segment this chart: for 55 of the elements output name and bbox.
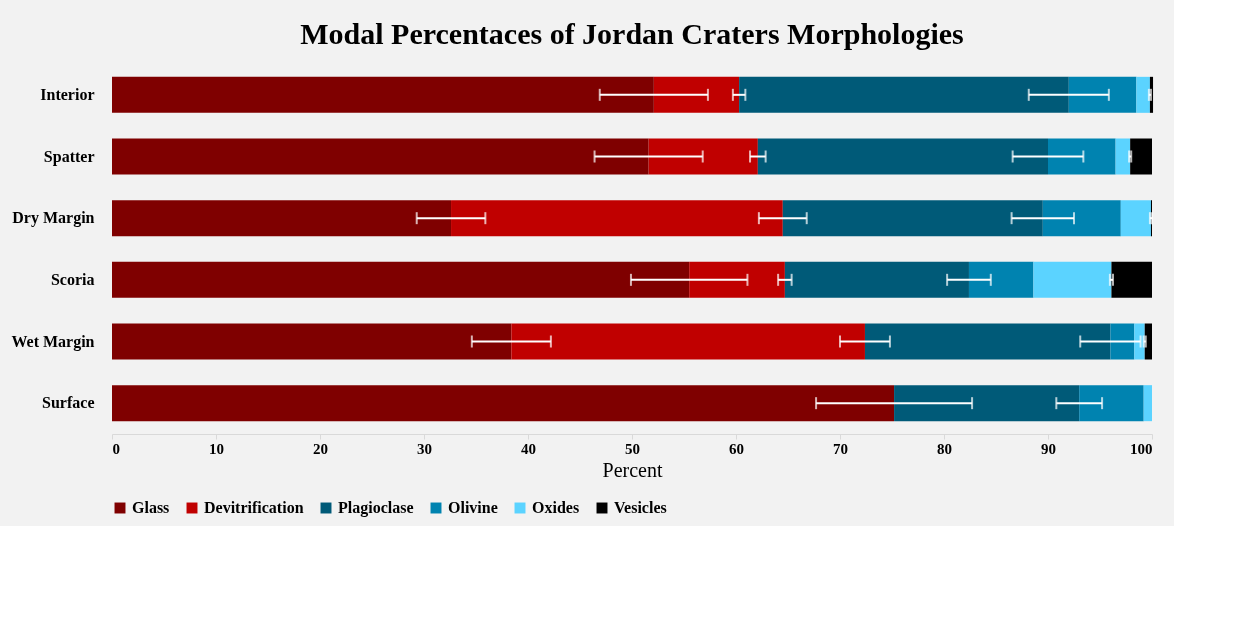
y-tick-label: Wet Margin	[11, 332, 95, 351]
legend-label: Olivine	[448, 499, 498, 516]
legend-label: Vesicles	[614, 499, 667, 516]
bar	[112, 323, 512, 360]
legend-label: Plagioclase	[338, 499, 414, 517]
x-tick-label: 30	[417, 440, 432, 457]
bar	[782, 200, 1043, 237]
bar	[511, 323, 865, 360]
bar	[784, 261, 969, 298]
y-tick-label: Spatter	[43, 147, 95, 166]
bar	[1130, 138, 1152, 175]
bar	[739, 76, 1069, 113]
bar	[1136, 76, 1150, 113]
legend-label: Glass	[132, 499, 170, 516]
x-tick-label: 10	[209, 440, 224, 457]
bar	[1048, 138, 1116, 175]
bar	[648, 138, 758, 175]
x-tick-label: 80	[937, 440, 952, 457]
chart-title: Modal Percentaces of Jordan Craters Morphologies	[300, 17, 964, 50]
legend-label: Devitrification	[204, 499, 304, 516]
bar	[864, 323, 1111, 360]
bar	[1079, 385, 1144, 422]
bar	[112, 200, 452, 237]
bar	[757, 138, 1048, 175]
bar	[1143, 385, 1152, 422]
bar	[1115, 138, 1131, 175]
bar	[112, 138, 649, 175]
x-tick-label: 60	[729, 440, 744, 457]
bar	[451, 200, 783, 237]
x-tick-label: 40	[521, 440, 536, 457]
bar	[112, 76, 654, 113]
bar	[1110, 323, 1135, 360]
bar	[1033, 261, 1112, 298]
x-axis-title: Percent	[602, 458, 663, 481]
x-tick-label: 50	[625, 440, 640, 457]
y-tick-label: Interior	[40, 85, 95, 103]
bar	[1120, 200, 1151, 237]
bar	[1111, 261, 1152, 298]
x-tick-label: 90	[1041, 440, 1056, 457]
legend-label: Oxides	[532, 499, 580, 516]
bar	[894, 385, 1080, 422]
y-tick-label: Surface	[42, 394, 95, 412]
bar	[112, 261, 690, 298]
y-tick-label: Dry Margin	[12, 209, 95, 228]
bar	[112, 385, 895, 422]
bar	[1042, 200, 1121, 237]
x-tick-label: 70	[833, 440, 848, 457]
bar	[968, 261, 1034, 298]
bar	[653, 76, 740, 113]
bar	[689, 261, 785, 298]
y-tick-label: Scoria	[50, 270, 95, 288]
x-tick-label: 100	[1130, 440, 1153, 457]
bar	[1068, 76, 1137, 113]
x-tick-label: 0	[112, 440, 120, 457]
x-tick-label: 20	[313, 440, 328, 457]
